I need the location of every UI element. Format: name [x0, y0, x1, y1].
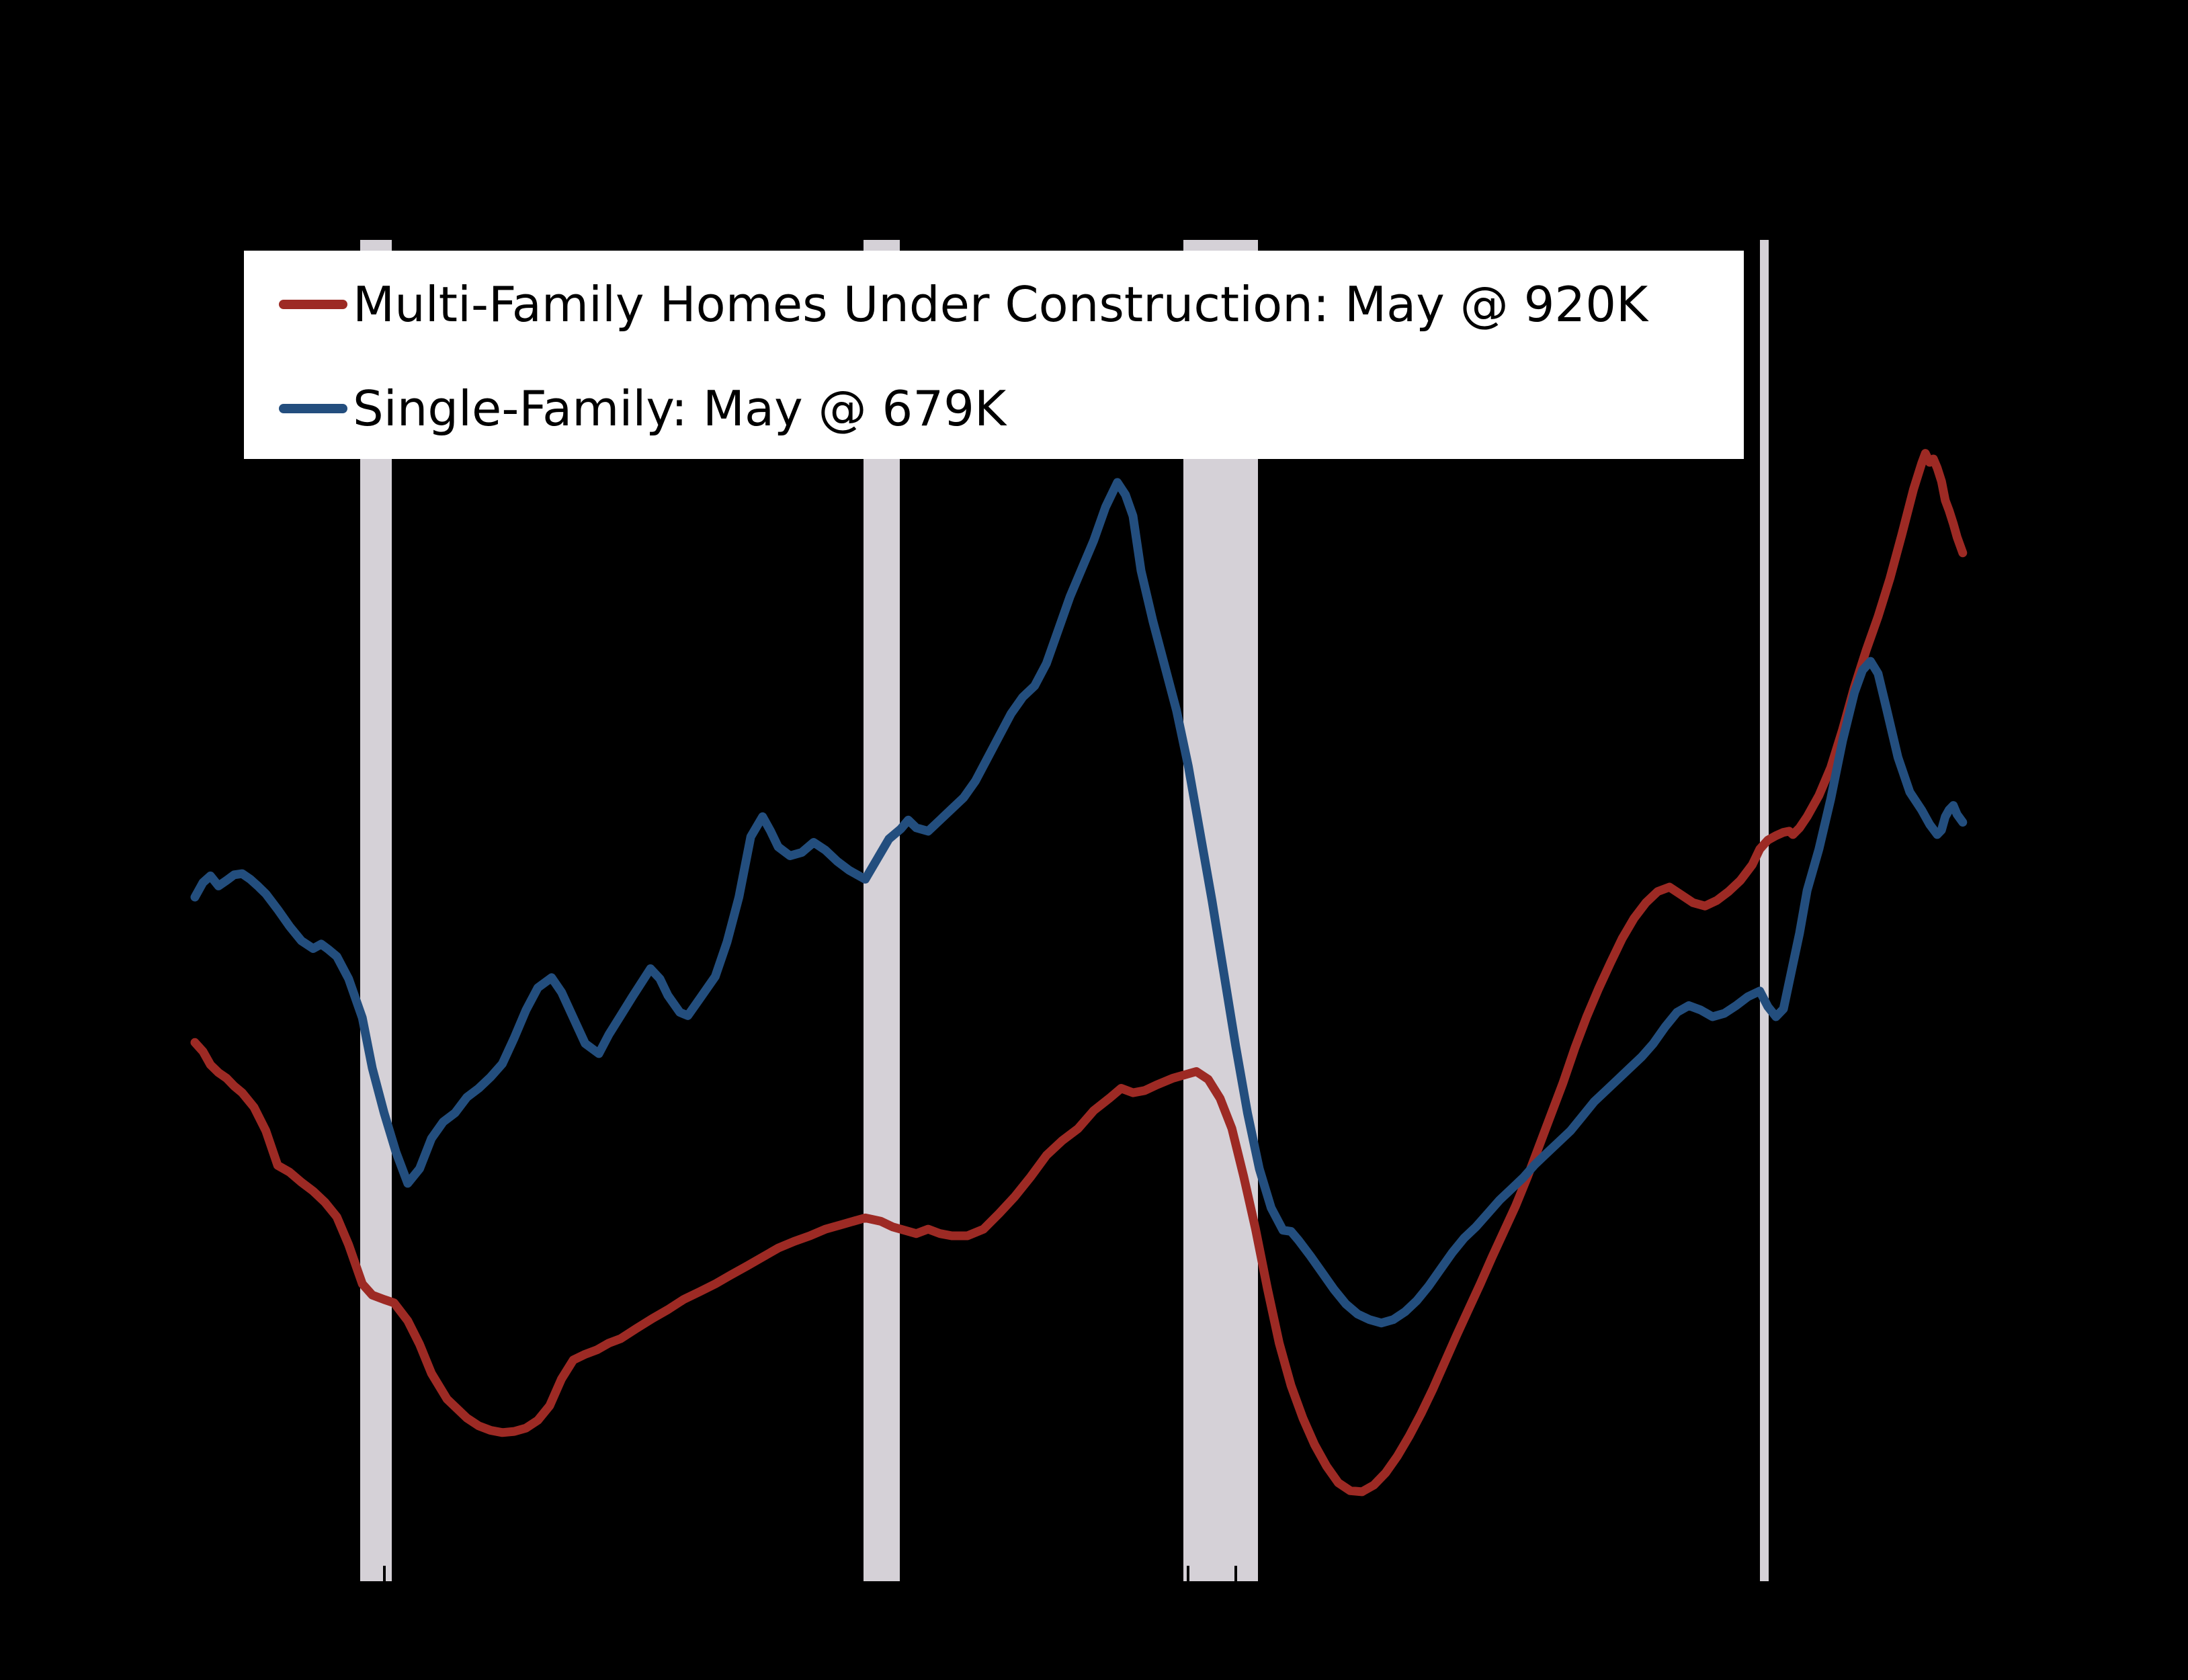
multi-family-line	[190, 449, 1968, 1497]
x-axis-tick	[1707, 1566, 1710, 1581]
x-axis-tick	[1187, 1566, 1190, 1581]
recession-band	[1760, 240, 1769, 1581]
legend-label-single-family: Single-Family: May @ 679K	[353, 380, 1007, 437]
x-axis-tick	[1140, 1566, 1142, 1581]
x-axis-tick	[430, 1566, 433, 1581]
x-axis-tick	[667, 1566, 669, 1581]
x-axis-tick	[335, 1566, 339, 1581]
legend-label-multi-family: Multi-Family Homes Under Construction: M…	[353, 276, 1648, 333]
x-axis-tick	[241, 1566, 244, 1581]
single-family-line	[190, 478, 1968, 1328]
x-axis-tick	[1613, 1566, 1615, 1581]
x-axis-tick	[761, 1566, 764, 1581]
recession-band	[864, 240, 900, 1581]
x-axis-tick	[1565, 1566, 1568, 1581]
x-axis-tick	[714, 1566, 717, 1581]
x-axis-tick	[1045, 1566, 1048, 1581]
x-axis-tick	[1281, 1566, 1285, 1581]
x-axis-tick	[1518, 1566, 1521, 1581]
legend-box: Multi-Family Homes Under Construction: M…	[244, 251, 1744, 459]
x-axis-tick	[1896, 1566, 1900, 1581]
x-axis-tick	[572, 1566, 575, 1581]
x-axis-tick	[950, 1566, 954, 1581]
x-axis-tick	[997, 1566, 1001, 1581]
x-axis-tick	[1470, 1566, 1474, 1581]
x-axis-tick	[619, 1566, 622, 1581]
x-axis-tick	[855, 1566, 859, 1581]
x-axis-tick	[194, 1566, 196, 1581]
x-axis-tick	[1423, 1566, 1427, 1581]
x-axis-tick	[382, 1566, 386, 1581]
x-axis-tick	[1376, 1566, 1379, 1581]
x-axis-tick	[1755, 1566, 1758, 1581]
recession-band	[360, 240, 392, 1581]
x-axis-tick	[1660, 1566, 1663, 1581]
x-axis-tick	[1329, 1566, 1332, 1581]
x-axis-tick	[524, 1566, 528, 1581]
legend-item-multi-family: Multi-Family Homes Under Construction: M…	[244, 278, 1648, 331]
x-axis-tick	[1849, 1566, 1852, 1581]
x-axis-tick	[808, 1566, 812, 1581]
x-axis-tick	[288, 1566, 291, 1581]
x-axis-tick	[1234, 1566, 1237, 1581]
single-family-line-swatch	[279, 404, 347, 413]
x-axis-tick	[903, 1566, 906, 1581]
recession-band	[1183, 240, 1258, 1581]
legend-item-single-family: Single-Family: May @ 679K	[244, 382, 1006, 435]
x-axis-tick	[477, 1566, 480, 1581]
x-axis-tick	[1802, 1566, 1805, 1581]
x-axis-tick	[1991, 1566, 1994, 1581]
x-axis-tick	[1943, 1566, 1947, 1581]
x-axis-tick	[1092, 1566, 1095, 1581]
multi-family-line-swatch	[279, 300, 347, 309]
